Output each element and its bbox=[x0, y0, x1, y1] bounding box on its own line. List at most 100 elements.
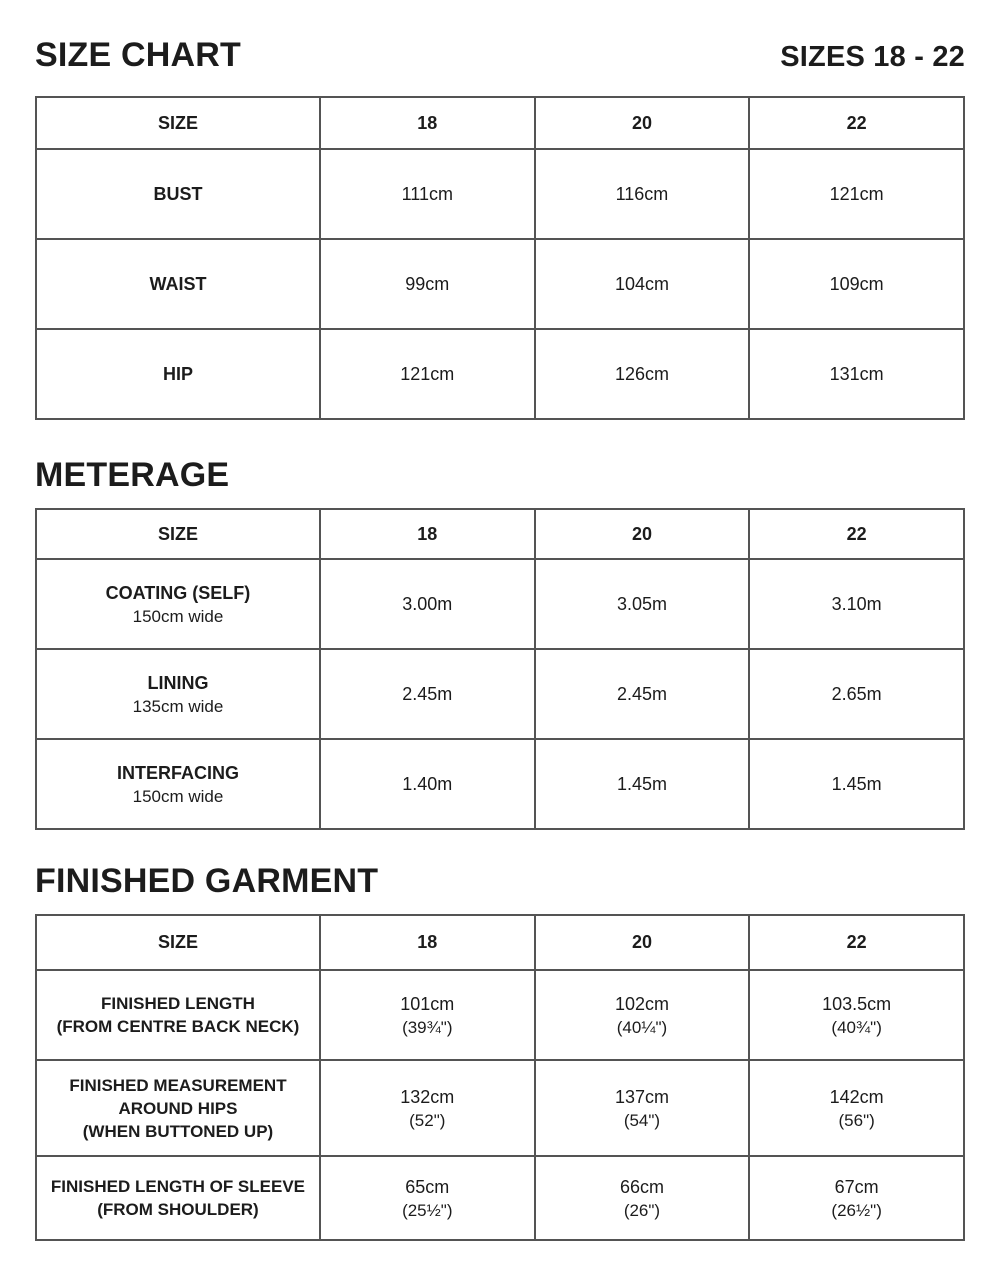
column-header-22: 22 bbox=[748, 914, 965, 971]
row-label-line: FINISHED MEASUREMENT bbox=[69, 1075, 287, 1095]
table-cell: 102cm (40¼") bbox=[533, 969, 751, 1061]
inch-value: (25½") bbox=[402, 1200, 453, 1220]
table-cell: 2.45m bbox=[533, 648, 751, 740]
column-header-18: 18 bbox=[318, 508, 536, 560]
row-label-coating: COATING (SELF) 150cm wide bbox=[35, 558, 321, 650]
size-chart-header-row: SIZE 18 20 22 bbox=[35, 96, 965, 150]
size-chart-table: SIZE 18 20 22 BUST 111cm 116cm 121cm WAI… bbox=[35, 96, 965, 420]
cm-value: 142cm bbox=[829, 1086, 884, 1107]
cm-value: 65cm bbox=[405, 1176, 450, 1197]
cm-value: 137cm bbox=[614, 1086, 669, 1107]
finished-garment-heading: FINISHED GARMENT bbox=[35, 862, 379, 900]
column-header-20: 20 bbox=[533, 96, 751, 150]
row-label-text: COATING (SELF) bbox=[105, 582, 251, 603]
table-row-hip: HIP 121cm 126cm 131cm bbox=[35, 328, 965, 420]
cm-value: 66cm bbox=[619, 1176, 664, 1197]
table-cell: 103.5cm (40¾") bbox=[748, 969, 965, 1061]
row-label-bust: BUST bbox=[35, 148, 321, 240]
document-page: SIZE CHART SIZES 18 - 22 SIZE 18 20 22 B… bbox=[35, 34, 965, 1241]
inch-value: (26") bbox=[623, 1200, 661, 1220]
table-row-hips-measurement: FINISHED MEASUREMENT AROUND HIPS (WHEN B… bbox=[35, 1059, 965, 1157]
table-cell: 3.00m bbox=[318, 558, 536, 650]
table-cell: 137cm (54") bbox=[533, 1059, 751, 1157]
table-cell: 66cm (26") bbox=[533, 1155, 751, 1241]
size-chart-heading: SIZE CHART bbox=[35, 36, 241, 74]
column-header-22: 22 bbox=[748, 96, 965, 150]
row-label-line: FINISHED LENGTH bbox=[101, 994, 255, 1013]
table-row-bust: BUST 111cm 116cm 121cm bbox=[35, 148, 965, 240]
table-cell: 3.05m bbox=[533, 558, 751, 650]
row-label-sleeve-length: FINISHED LENGTH OF SLEEVE (FROM SHOULDER… bbox=[35, 1155, 321, 1241]
meterage-header-row: SIZE 18 20 22 bbox=[35, 508, 965, 560]
inch-value: (40¼") bbox=[616, 1017, 668, 1037]
inch-value: (40¾") bbox=[831, 1017, 882, 1037]
row-label-text: LINING bbox=[147, 672, 209, 693]
meterage-heading: METERAGE bbox=[35, 456, 230, 494]
inch-value: (54") bbox=[623, 1110, 661, 1130]
row-sublabel-text: 150cm wide bbox=[132, 786, 224, 806]
sizes-range-label: SIZES 18 - 22 bbox=[780, 41, 965, 73]
table-cell: 131cm bbox=[748, 328, 965, 420]
table-cell: 111cm bbox=[318, 148, 536, 240]
table-cell: 121cm bbox=[318, 328, 536, 420]
table-row-coating: COATING (SELF) 150cm wide 3.00m 3.05m 3.… bbox=[35, 558, 965, 650]
table-cell: 142cm (56") bbox=[748, 1059, 965, 1157]
finished-garment-heading-row: FINISHED GARMENT bbox=[35, 862, 965, 900]
size-chart-heading-row: SIZE CHART SIZES 18 - 22 bbox=[35, 34, 965, 74]
meterage-heading-row: METERAGE bbox=[35, 456, 965, 494]
column-header-size: SIZE bbox=[35, 508, 321, 560]
column-header-size: SIZE bbox=[35, 96, 321, 150]
column-header-18: 18 bbox=[318, 96, 536, 150]
cm-value: 67cm bbox=[834, 1176, 879, 1197]
table-cell: 2.45m bbox=[318, 648, 536, 740]
table-row-interfacing: INTERFACING 150cm wide 1.40m 1.45m 1.45m bbox=[35, 738, 965, 830]
row-label-line: FINISHED LENGTH OF SLEEVE bbox=[50, 1177, 306, 1196]
table-cell: 116cm bbox=[533, 148, 751, 240]
row-sublabel-text: 135cm wide bbox=[132, 696, 224, 716]
column-header-20: 20 bbox=[533, 914, 751, 971]
inch-value: (26½") bbox=[831, 1200, 882, 1220]
finished-garment-table: SIZE 18 20 22 FINISHED LENGTH (FROM CENT… bbox=[35, 914, 965, 1241]
table-row-finished-length: FINISHED LENGTH (FROM CENTRE BACK NECK) … bbox=[35, 969, 965, 1061]
row-label-interfacing: INTERFACING 150cm wide bbox=[35, 738, 321, 830]
table-cell: 67cm (26½") bbox=[748, 1155, 965, 1241]
column-header-22: 22 bbox=[748, 508, 965, 560]
table-row-lining: LINING 135cm wide 2.45m 2.45m 2.65m bbox=[35, 648, 965, 740]
table-cell: 3.10m bbox=[748, 558, 965, 650]
row-label-line: AROUND HIPS bbox=[118, 1098, 238, 1118]
row-label-hip: HIP bbox=[35, 328, 321, 420]
cm-value: 101cm bbox=[400, 993, 455, 1014]
row-label-hips-measurement: FINISHED MEASUREMENT AROUND HIPS (WHEN B… bbox=[35, 1059, 321, 1157]
table-cell: 65cm (25½") bbox=[318, 1155, 536, 1241]
table-row-sleeve-length: FINISHED LENGTH OF SLEEVE (FROM SHOULDER… bbox=[35, 1155, 965, 1241]
table-cell: 101cm (39¾") bbox=[318, 969, 536, 1061]
cm-value: 132cm bbox=[400, 1086, 455, 1107]
row-label-lining: LINING 135cm wide bbox=[35, 648, 321, 740]
table-cell: 1.40m bbox=[318, 738, 536, 830]
table-cell: 1.45m bbox=[533, 738, 751, 830]
row-label-line: (FROM SHOULDER) bbox=[97, 1200, 259, 1219]
meterage-table: SIZE 18 20 22 COATING (SELF) 150cm wide … bbox=[35, 508, 965, 830]
table-cell: 1.45m bbox=[748, 738, 965, 830]
cm-value: 102cm bbox=[614, 993, 669, 1014]
row-label-waist: WAIST bbox=[35, 238, 321, 330]
column-header-18: 18 bbox=[318, 914, 536, 971]
row-label-text: INTERFACING bbox=[116, 762, 239, 783]
row-label-finished-length: FINISHED LENGTH (FROM CENTRE BACK NECK) bbox=[35, 969, 321, 1061]
row-label-line: (FROM CENTRE BACK NECK) bbox=[56, 1017, 300, 1036]
finished-garment-header-row: SIZE 18 20 22 bbox=[35, 914, 965, 971]
table-cell: 109cm bbox=[748, 238, 965, 330]
table-cell: 121cm bbox=[748, 148, 965, 240]
table-cell: 99cm bbox=[318, 238, 536, 330]
table-cell: 2.65m bbox=[748, 648, 965, 740]
inch-value: (52") bbox=[409, 1110, 446, 1130]
table-cell: 104cm bbox=[533, 238, 751, 330]
table-row-waist: WAIST 99cm 104cm 109cm bbox=[35, 238, 965, 330]
inch-value: (56") bbox=[838, 1110, 875, 1130]
inch-value: (39¾") bbox=[402, 1017, 453, 1037]
table-cell: 126cm bbox=[533, 328, 751, 420]
column-header-size: SIZE bbox=[35, 914, 321, 971]
row-label-line: (WHEN BUTTONED UP) bbox=[82, 1121, 274, 1141]
row-sublabel-text: 150cm wide bbox=[132, 606, 224, 626]
table-cell: 132cm (52") bbox=[318, 1059, 536, 1157]
